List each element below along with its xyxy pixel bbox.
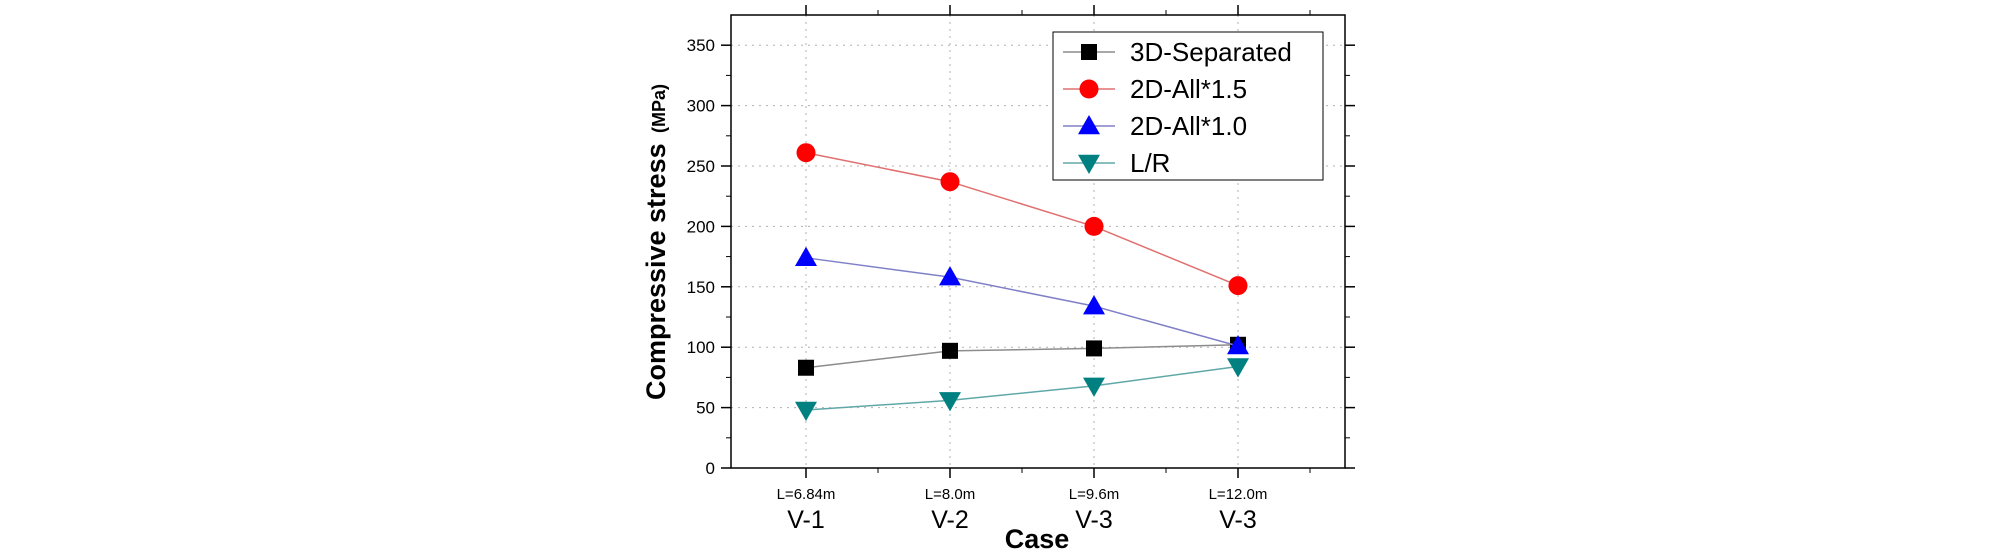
svg-text:Compressive stress (MPa): Compressive stress (MPa) bbox=[641, 84, 671, 400]
data-point bbox=[1086, 340, 1102, 357]
legend-marker bbox=[1079, 79, 1099, 99]
data-point bbox=[1227, 358, 1249, 378]
plot-frame bbox=[730, 14, 1346, 469]
y-tick-label: 50 bbox=[696, 399, 715, 418]
data-point bbox=[1227, 334, 1249, 355]
y-tick-label: 200 bbox=[687, 217, 715, 236]
series-group bbox=[795, 143, 1249, 422]
series-0 bbox=[798, 336, 1246, 376]
data-point bbox=[1084, 216, 1104, 236]
y-axis-title-main: Compressive stress bbox=[641, 143, 671, 400]
y-tick-label: 300 bbox=[687, 97, 715, 116]
legend-marker bbox=[1081, 44, 1097, 60]
y-tick-label: 150 bbox=[687, 278, 715, 297]
legend-label: 3D-Separated bbox=[1130, 37, 1292, 67]
legend-item: 2D-All*1.5 bbox=[1063, 74, 1247, 104]
legend-item: 2D-All*1.0 bbox=[1063, 111, 1247, 141]
data-point bbox=[796, 143, 816, 163]
x-axis: L=6.84m V-1 L=8.0m V-2 L=9.6m V-3 L=12.0m V-3 bbox=[777, 5, 1311, 534]
data-point bbox=[795, 246, 817, 267]
legend-label: 2D-All*1.0 bbox=[1130, 111, 1247, 141]
x-tick-label: V-1 bbox=[787, 506, 825, 534]
series-line bbox=[805, 151, 1239, 287]
y-tick-label: 0 bbox=[706, 459, 715, 478]
data-point bbox=[939, 266, 961, 286]
x-tick-label: V-3 bbox=[1075, 506, 1113, 534]
legend-label: L/R bbox=[1130, 148, 1170, 178]
legend-item: L/R bbox=[1063, 148, 1170, 178]
data-point bbox=[1228, 276, 1248, 296]
legend-marker bbox=[1078, 154, 1100, 174]
data-point bbox=[942, 342, 958, 359]
data-point bbox=[795, 401, 817, 422]
series-3 bbox=[795, 358, 1249, 422]
data-point bbox=[798, 359, 814, 376]
series-2 bbox=[795, 246, 1249, 355]
data-point bbox=[939, 392, 961, 412]
series-line bbox=[805, 344, 1239, 369]
series-line bbox=[805, 365, 1239, 411]
y-tick-label: 350 bbox=[687, 36, 715, 55]
y-tick-label: 100 bbox=[687, 338, 715, 357]
x-axis-title: Case bbox=[1005, 524, 1070, 554]
data-point bbox=[1083, 295, 1105, 315]
x-tick-sublabel: L=9.6m bbox=[1069, 486, 1119, 503]
legend-item: 3D-Separated bbox=[1063, 37, 1292, 67]
legend-label: 2D-All*1.5 bbox=[1130, 74, 1247, 104]
legend: 3D-Separated 2D-All*1.5 2D-All*1.0 L/R bbox=[1052, 31, 1324, 181]
series-1 bbox=[796, 143, 1248, 296]
y-axis-title: Compressive stress (MPa) bbox=[641, 84, 671, 400]
x-tick-sublabel: L=8.0m bbox=[925, 486, 975, 503]
y-axis: 0 50 100 150 200 250 300 350 bbox=[687, 36, 1355, 478]
x-tick-label: V-3 bbox=[1219, 506, 1257, 534]
x-tick-sublabel: L=12.0m bbox=[1209, 486, 1268, 503]
series-line bbox=[805, 257, 1239, 347]
legend-marker bbox=[1078, 115, 1100, 135]
x-tick-sublabel: L=6.84m bbox=[777, 486, 836, 503]
y-axis-title-unit: (MPa) bbox=[649, 84, 669, 133]
x-tick-label: V-2 bbox=[931, 506, 969, 534]
data-point bbox=[1083, 377, 1105, 397]
data-point bbox=[940, 172, 960, 192]
y-tick-label: 250 bbox=[687, 157, 715, 176]
